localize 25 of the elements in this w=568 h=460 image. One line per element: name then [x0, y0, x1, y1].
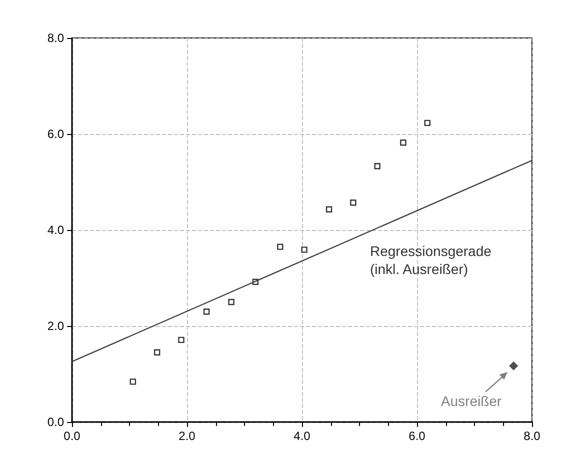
point	[228, 298, 234, 306]
x-tick-label: 6.0	[408, 429, 426, 443]
point	[277, 244, 284, 250]
x-tick-label: 2.0	[178, 429, 196, 443]
point	[203, 308, 210, 315]
annotation: Ausreißer	[440, 392, 502, 409]
point	[301, 246, 308, 253]
point	[350, 200, 356, 206]
point	[326, 206, 332, 212]
point	[178, 336, 184, 344]
x-tick-label: 0.0	[64, 429, 81, 443]
point	[424, 120, 430, 126]
annotation: Regressionsgerade (inkl. Ausreißer)	[370, 243, 492, 277]
y-tick-label: 6.0	[47, 127, 64, 141]
point	[400, 140, 406, 146]
y-tick-label: 4.0	[47, 223, 64, 237]
point	[509, 361, 518, 370]
y-tick-label: 2.0	[47, 319, 64, 333]
point	[130, 378, 136, 385]
y-tick-label: 0.0	[47, 415, 64, 429]
point	[374, 163, 380, 170]
y-tick-label: 8.0	[47, 31, 64, 45]
x-tick-label: 4.0	[294, 429, 311, 443]
x-tick-label: 8.0	[524, 429, 541, 443]
point	[154, 349, 160, 356]
